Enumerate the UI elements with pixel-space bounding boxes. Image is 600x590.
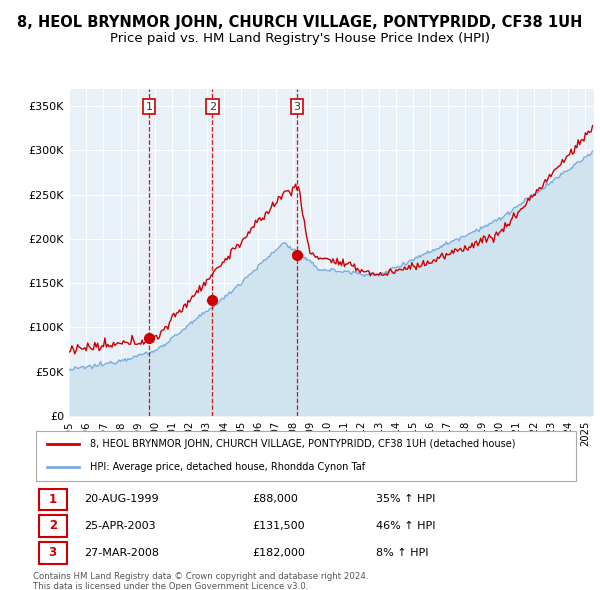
Text: 8, HEOL BRYNMOR JOHN, CHURCH VILLAGE, PONTYPRIDD, CF38 1UH (detached house): 8, HEOL BRYNMOR JOHN, CHURCH VILLAGE, PO…: [90, 439, 515, 449]
Text: Price paid vs. HM Land Registry's House Price Index (HPI): Price paid vs. HM Land Registry's House …: [110, 32, 490, 45]
Text: 8% ↑ HPI: 8% ↑ HPI: [376, 548, 428, 558]
Text: £88,000: £88,000: [252, 494, 298, 504]
Text: 2: 2: [209, 101, 216, 112]
FancyBboxPatch shape: [39, 514, 67, 537]
FancyBboxPatch shape: [36, 431, 576, 481]
Text: £182,000: £182,000: [252, 548, 305, 558]
Text: This data is licensed under the Open Government Licence v3.0.: This data is licensed under the Open Gov…: [33, 582, 308, 590]
Text: 25-APR-2003: 25-APR-2003: [85, 521, 156, 530]
Text: 8, HEOL BRYNMOR JOHN, CHURCH VILLAGE, PONTYPRIDD, CF38 1UH: 8, HEOL BRYNMOR JOHN, CHURCH VILLAGE, PO…: [17, 15, 583, 30]
Text: HPI: Average price, detached house, Rhondda Cynon Taf: HPI: Average price, detached house, Rhon…: [90, 463, 365, 473]
Text: 20-AUG-1999: 20-AUG-1999: [85, 494, 159, 504]
Text: 1: 1: [145, 101, 152, 112]
Text: 1: 1: [49, 493, 57, 506]
Text: 46% ↑ HPI: 46% ↑ HPI: [376, 521, 436, 530]
Text: 3: 3: [49, 546, 57, 559]
Text: £131,500: £131,500: [252, 521, 305, 530]
Text: Contains HM Land Registry data © Crown copyright and database right 2024.: Contains HM Land Registry data © Crown c…: [33, 572, 368, 581]
FancyBboxPatch shape: [39, 542, 67, 563]
Text: 2: 2: [49, 519, 57, 532]
Text: 35% ↑ HPI: 35% ↑ HPI: [376, 494, 436, 504]
Text: 27-MAR-2008: 27-MAR-2008: [85, 548, 160, 558]
Text: 3: 3: [293, 101, 301, 112]
FancyBboxPatch shape: [39, 489, 67, 510]
